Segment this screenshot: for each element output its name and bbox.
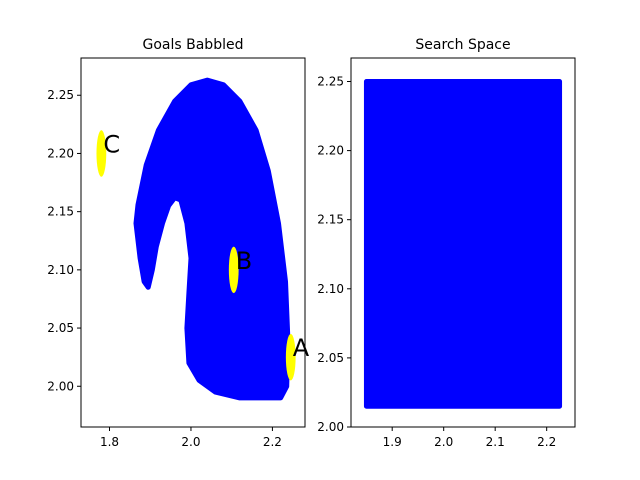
x-tick-label: 1.8 (100, 435, 119, 449)
x-tick-label: 2.0 (181, 435, 200, 449)
goal-b-label: B (236, 247, 252, 275)
goal-b-marker (228, 246, 239, 294)
scatter-points-region (133, 77, 291, 401)
x-tick-label: 2.2 (537, 435, 556, 449)
chart-title: Search Space (415, 37, 510, 53)
y-tick-label: 2.10 (317, 282, 344, 296)
goal-c-marker (96, 130, 107, 177)
axes-frame (80, 57, 306, 428)
chart-title: Goals Babbled (143, 37, 244, 53)
y-tick-label: 2.25 (47, 88, 74, 102)
y-tick-label: 2.20 (317, 144, 344, 158)
y-tick-label: 2.15 (317, 213, 344, 227)
goals-babbled-chart: Goals Babbled A B C 1.8 2.0 2.2 2.00 2.05 2.10 2… (47, 37, 309, 449)
search-space-chart: Search Space 1.9 2.0 2.1 2.2 2.00 2.05 2.10 2.1… (317, 37, 576, 449)
y-tick-label: 2.05 (47, 321, 74, 335)
x-tick-label: 2.1 (486, 435, 505, 449)
x-tick-label: 1.9 (383, 435, 402, 449)
y-tick-label: 2.00 (47, 379, 74, 393)
x-tick-label: 2.0 (434, 435, 453, 449)
goal-a-marker (285, 333, 296, 381)
x-tick-label: 2.2 (263, 435, 282, 449)
y-tick-label: 2.15 (47, 205, 74, 219)
y-tick-label: 2.00 (317, 420, 344, 434)
y-tick-label: 2.25 (317, 74, 344, 88)
y-tick-label: 2.05 (317, 351, 344, 365)
y-tick-label: 2.20 (47, 146, 74, 160)
goal-a-label: A (293, 334, 310, 362)
scatter-points-region (363, 78, 563, 409)
goal-c-label: C (103, 130, 120, 158)
y-tick-label: 2.10 (47, 263, 74, 277)
axes-frame (350, 57, 576, 428)
